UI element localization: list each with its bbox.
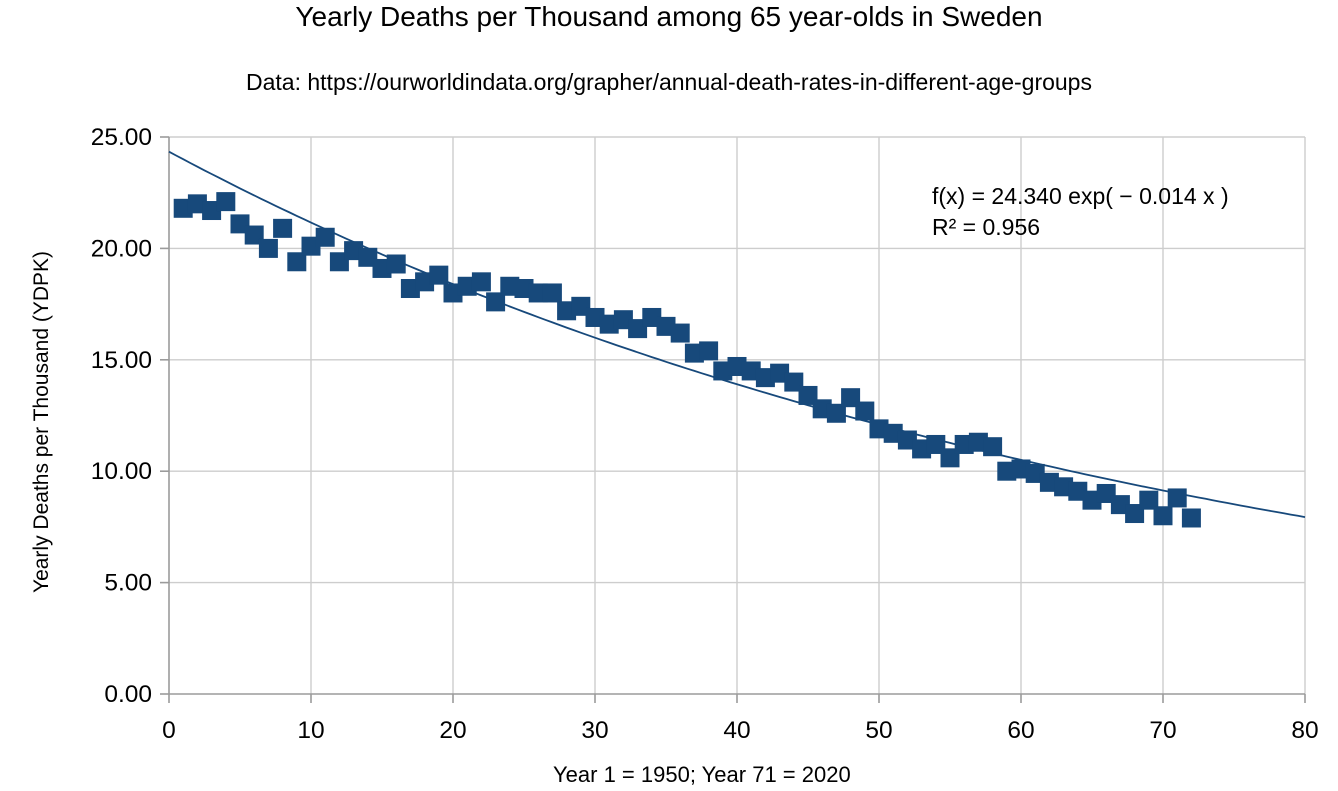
y-tick-label: 25.00	[91, 124, 152, 151]
data-point-marker	[429, 265, 449, 285]
axes	[160, 136, 1306, 703]
data-point-marker	[855, 401, 875, 421]
data-point-marker	[258, 238, 278, 258]
x-tick-label: 30	[581, 717, 608, 744]
x-tick-label: 0	[162, 717, 176, 744]
tick-labels: 0 10 20 30 40 50 60 70 80 0.00 5.00 10.00 15.00 20.00…	[91, 124, 1319, 744]
trendline-r-squared: R² = 0.956	[932, 214, 1041, 240]
data-point-marker	[386, 254, 406, 274]
data-point-marker	[287, 252, 307, 272]
y-tick-label: 20.00	[91, 235, 152, 262]
x-tick-label: 50	[865, 717, 892, 744]
data-point-marker	[1153, 506, 1173, 526]
data-point-marker	[826, 403, 846, 423]
data-point-marker	[471, 272, 491, 292]
data-point-marker	[699, 341, 719, 361]
chart-subtitle: Data: https://ourworldindata.org/grapher…	[246, 69, 1092, 95]
trendline-annotation: f(x) = 24.340 exp( − 0.014 x ) R² = 0.95…	[932, 181, 1229, 243]
data-point-marker	[1139, 490, 1159, 510]
data-point-marker	[1167, 488, 1187, 508]
trendline-equation: f(x) = 24.340 exp( − 0.014 x )	[932, 183, 1229, 209]
data-point-marker	[273, 218, 293, 238]
x-tick-label: 20	[439, 717, 466, 744]
data-point-marker	[486, 292, 506, 312]
data-point-marker	[315, 227, 335, 247]
data-point-marker	[1181, 508, 1201, 528]
x-axis-title: Year 1 = 1950; Year 71 = 2020	[553, 762, 851, 787]
y-tick-label: 15.00	[91, 347, 152, 374]
x-tick-label: 70	[1149, 717, 1176, 744]
data-point-marker	[670, 323, 690, 343]
x-tick-label: 40	[723, 717, 750, 744]
x-tick-label: 10	[297, 717, 324, 744]
data-point-marker	[983, 437, 1003, 457]
x-tick-label: 60	[1007, 717, 1034, 744]
data-point-marker	[216, 192, 236, 212]
scatter-markers	[173, 192, 1201, 528]
data-point-marker	[542, 283, 562, 303]
y-tick-label: 0.00	[104, 681, 152, 708]
y-tick-label: 5.00	[104, 570, 152, 597]
y-tick-label: 10.00	[91, 458, 152, 485]
x-tick-label: 80	[1291, 717, 1318, 744]
chart-title: Yearly Deaths per Thousand among 65 year…	[295, 1, 1043, 32]
